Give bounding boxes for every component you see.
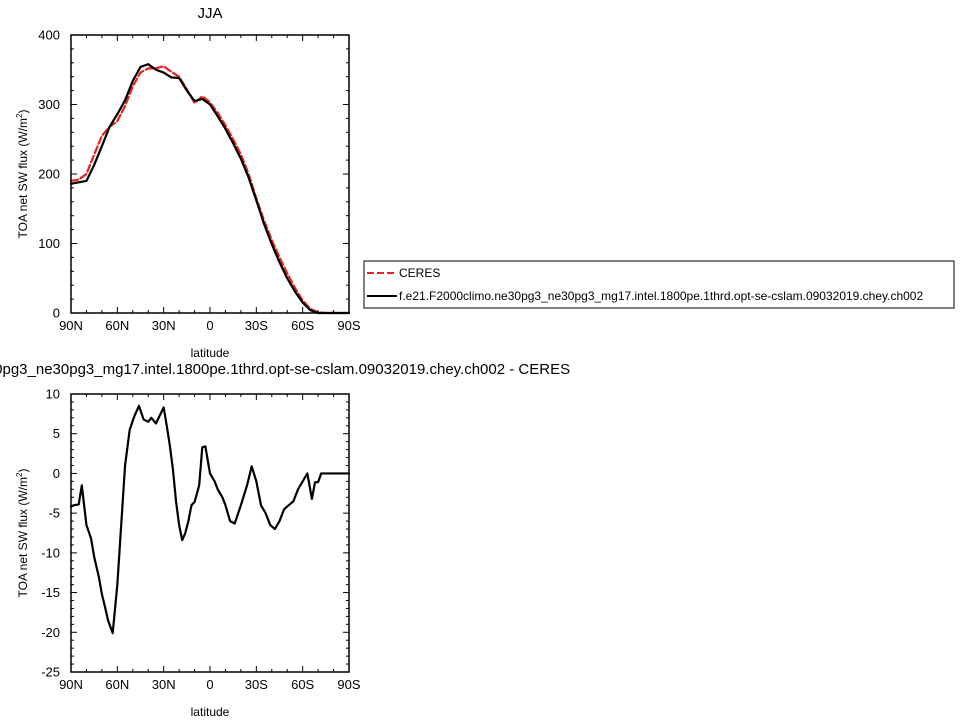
bottom-chart-y-tick-label: -5: [48, 506, 60, 521]
top-chart: JJA 90N 60N 30N 0 30S 60S 90S 0 100 200 300 400 la…: [15, 5, 955, 360]
bottom-chart-series-line-0: [69, 404, 351, 635]
bottom-chart-x-tick-label: 60N: [105, 677, 129, 692]
top-chart-y-tick-label: 400: [38, 28, 60, 43]
bottom-chart: f.e21.F2000climo.ne30pg3_ne30pg3_mg17.in…: [0, 361, 570, 719]
bottom-chart-y-tick-label: 0: [53, 466, 60, 481]
top-chart-x-tick-label: 30N: [152, 318, 176, 333]
top-chart-x-tick-label: 30S: [245, 318, 268, 333]
bottom-chart-y-tick-label: -15: [41, 585, 60, 600]
top-chart-y-tick-label: 200: [38, 167, 60, 182]
top-chart-y-axis-label: TOA net SW flux (W/m2): [15, 110, 30, 239]
top-chart-x-tick-label: 0: [206, 318, 213, 333]
top-chart-x-tick-label: 60N: [105, 318, 129, 333]
top-chart-series-line-1: [69, 63, 351, 315]
bottom-chart-y-tick-label: -20: [41, 625, 60, 640]
bottom-chart-x-tick-label: 90N: [59, 677, 83, 692]
bottom-chart-x-tick-label: 30S: [245, 677, 268, 692]
top-chart-x-tick-label: 90N: [59, 318, 83, 333]
top-chart-title: JJA: [197, 5, 222, 22]
bottom-chart-y-tick-label: 10: [46, 387, 60, 402]
bottom-chart-y-axis-label: TOA net SW flux (W/m2): [15, 469, 30, 598]
top-chart-plot-frame: [70, 34, 350, 314]
bottom-chart-x-axis-label: latitude: [191, 705, 230, 719]
bottom-chart-x-tick-label: 90S: [337, 677, 360, 692]
top-chart-x-tick-label: 90S: [337, 318, 360, 333]
top-chart-y-tick-label: 100: [38, 236, 60, 251]
bottom-chart-title: f.e21.F2000climo.ne30pg3_ne30pg3_mg17.in…: [0, 361, 570, 378]
top-chart-y-tick-label: 0: [53, 306, 60, 321]
top-chart-x-tick-label: 60S: [291, 318, 314, 333]
bottom-chart-x-tick-label: 0: [206, 677, 213, 692]
top-chart-y-tick-label: 300: [38, 97, 60, 112]
top-chart-series-line-0: [69, 65, 351, 315]
bottom-chart-y-tick-label: 5: [53, 426, 60, 441]
legend-entry-ceres: CERES: [399, 266, 440, 280]
bottom-chart-y-tick-label: -25: [41, 665, 60, 680]
legend-entry-model: f.e21.F2000climo.ne30pg3_ne30pg3_mg17.in…: [399, 289, 923, 303]
bottom-chart-x-tick-label: 60S: [291, 677, 314, 692]
legend: CERES f.e21.F2000climo.ne30pg3_ne30pg3_m…: [363, 260, 955, 309]
top-chart-x-axis-label: latitude: [191, 346, 230, 360]
bottom-chart-y-tick-label: -10: [41, 545, 60, 560]
bottom-chart-x-tick-label: 30N: [152, 677, 176, 692]
legend-box: [363, 260, 955, 309]
